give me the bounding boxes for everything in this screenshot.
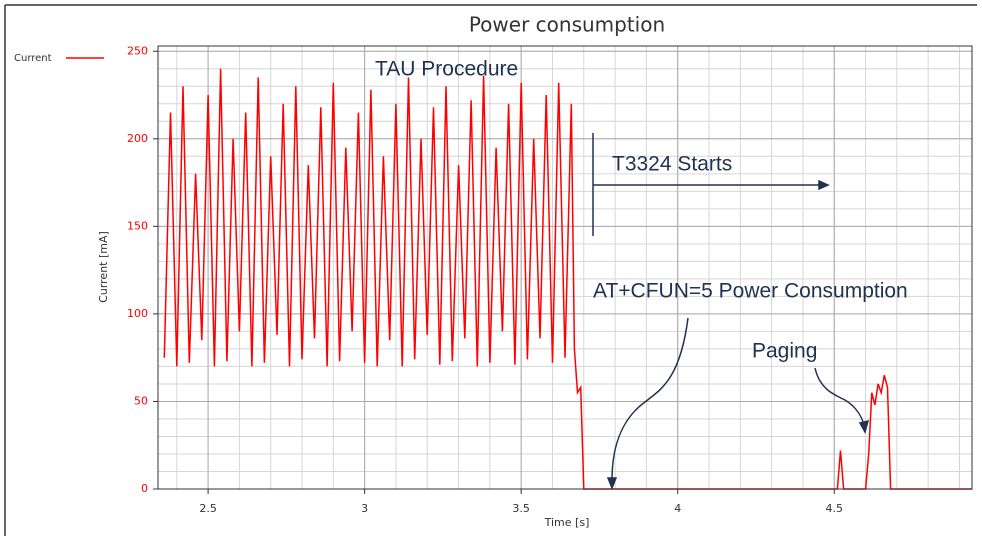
arrow — [611, 317, 689, 481]
data-line — [163, 68, 972, 490]
plot — [163, 68, 972, 490]
x-tick-label: 4.5 — [825, 502, 843, 515]
arrows — [592, 133, 870, 491]
x-tick-label: 3 — [361, 502, 368, 515]
grid — [158, 46, 972, 490]
y-axis-label: Current [mA] — [97, 231, 110, 303]
y-tick-label: 250 — [127, 44, 148, 57]
x-tick-label: 3.5 — [512, 502, 530, 515]
annotation: Paging — [752, 340, 817, 363]
annotation: T3324 Starts — [612, 153, 732, 176]
y-tick-label: 150 — [127, 219, 148, 232]
arrowhead — [606, 477, 618, 491]
y-tick-label: 0 — [141, 482, 148, 495]
y-tick-label: 100 — [127, 307, 148, 320]
x-tick-label: 2.5 — [199, 502, 217, 515]
annotation: TAU Procedure — [375, 58, 518, 81]
arrow — [814, 367, 865, 426]
arrowhead — [858, 419, 870, 434]
y-tick-label: 50 — [134, 394, 148, 407]
legend-label: Current — [14, 53, 52, 64]
plot-frame — [157, 45, 973, 490]
chart-title: Power consumption — [469, 13, 665, 37]
y-tick-label: 200 — [127, 132, 148, 145]
annotation: AT+CFUN=5 Power Consumption — [593, 280, 908, 303]
arrowhead — [818, 179, 830, 191]
x-axis-label: Time [s] — [544, 516, 590, 529]
x-tick-label: 4 — [674, 502, 681, 515]
